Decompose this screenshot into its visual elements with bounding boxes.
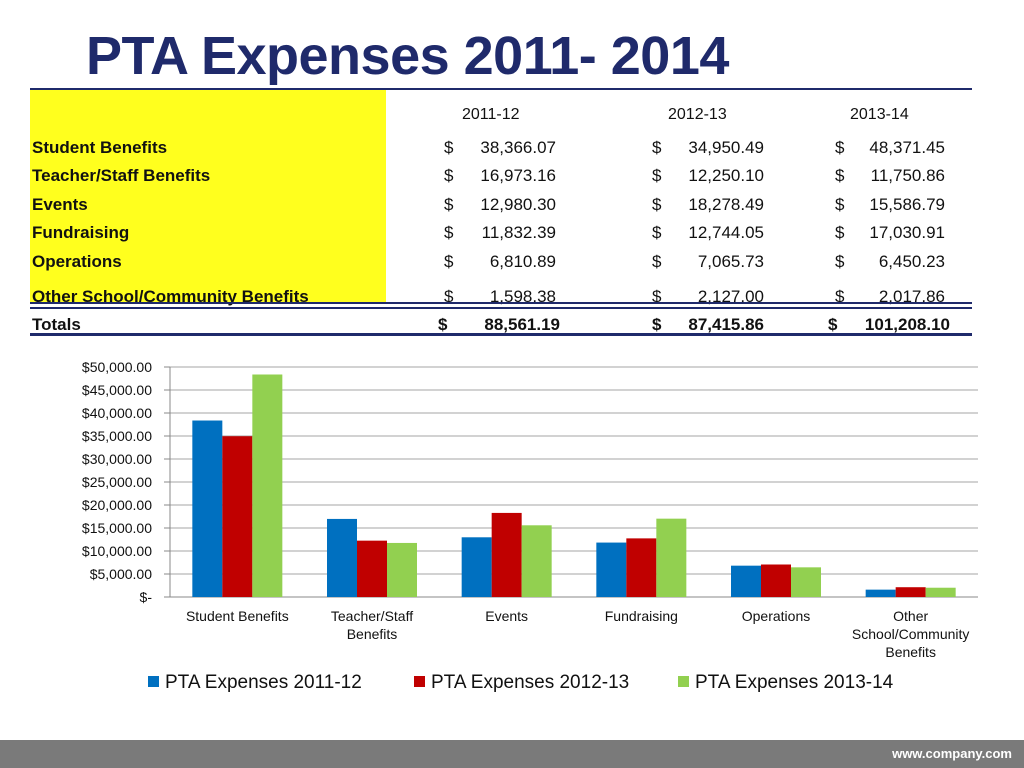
currency-sign: $ xyxy=(444,223,454,242)
y-tick-label: $10,000.00 xyxy=(82,543,152,559)
legend-item: PTA Expenses 2013-14 xyxy=(678,672,893,694)
currency-sign: $ xyxy=(835,252,845,271)
y-tick-label: $50,000.00 xyxy=(82,359,152,375)
currency-sign: $ xyxy=(652,252,662,271)
currency-sign: $ xyxy=(835,223,845,242)
y-tick-label: $5,000.00 xyxy=(90,566,152,582)
currency-sign: $ xyxy=(444,166,454,185)
bar xyxy=(327,518,357,597)
currency-sign: $ xyxy=(444,138,454,157)
table-row: Fundraising $11,832.39 $12,744.05 $17,03… xyxy=(32,223,945,242)
table-row: Operations $6,810.89 $7,065.73 $6,450.23 xyxy=(32,252,945,271)
currency-sign: $ xyxy=(652,166,662,185)
legend-item: PTA Expenses 2012-13 xyxy=(414,672,629,694)
bar xyxy=(387,542,417,597)
chart-category-labels: Student Benefits Teacher/Staff Benefits Eve… xyxy=(186,608,969,660)
category-label: Student Benefits xyxy=(186,608,289,624)
bar xyxy=(252,374,283,597)
bar xyxy=(656,518,687,597)
category-label: Teacher/Staff xyxy=(331,608,413,624)
bar xyxy=(895,587,926,597)
bar xyxy=(521,525,552,597)
y-tick-label: $- xyxy=(140,589,153,605)
currency-sign: $ xyxy=(652,315,662,334)
table-row: Events $12,980.30 $18,278.49 $15,586.79 xyxy=(32,195,945,214)
totals-row: Totals $88,561.19 $87,415.86 $101,208.10 xyxy=(32,315,950,334)
y-tick-label: $40,000.00 xyxy=(82,405,152,421)
legend-swatch xyxy=(414,676,425,687)
bar xyxy=(357,540,387,597)
category-label: Fundraising xyxy=(605,608,678,624)
category-label: Operations xyxy=(742,608,810,624)
currency-sign: $ xyxy=(835,166,845,185)
bar xyxy=(192,420,223,597)
currency-sign: $ xyxy=(835,195,845,214)
legend-swatch xyxy=(678,676,689,687)
category-label: Benefits xyxy=(885,644,936,660)
bar xyxy=(626,538,657,597)
page-title: PTA Expenses 2011- 2014 xyxy=(86,26,729,86)
row-label: Events xyxy=(32,195,88,214)
bar xyxy=(761,564,791,597)
currency-sign: $ xyxy=(444,252,454,271)
currency-sign: $ xyxy=(444,287,454,306)
row-label: Other School/Community Benefits xyxy=(32,287,309,306)
currency-sign: $ xyxy=(652,195,662,214)
bar xyxy=(491,512,522,597)
chart-legend: PTA Expenses 2011-12 PTA Expenses 2012-1… xyxy=(0,672,1024,698)
chart-tick-labels: $- $5,000.00 $10,000.00 $15,000.00 $20,000.0… xyxy=(82,359,152,605)
bar xyxy=(461,537,492,597)
totals-label: Totals xyxy=(32,315,81,334)
row-label: Operations xyxy=(32,252,122,271)
column-header-2012-13: 2012-13 xyxy=(668,106,727,123)
chart-gridlines xyxy=(164,366,978,598)
row-label: Student Benefits xyxy=(32,138,168,157)
category-label: Other xyxy=(893,608,928,624)
currency-sign: $ xyxy=(652,287,662,306)
label-column-highlight xyxy=(30,90,386,304)
title-underline xyxy=(30,88,972,90)
chart-bars xyxy=(192,374,956,597)
footer-url: www.company.com xyxy=(892,746,1012,761)
bar xyxy=(596,542,627,597)
row-label: Teacher/Staff Benefits xyxy=(32,166,211,185)
column-header-2011-12: 2011-12 xyxy=(462,106,520,123)
legend-swatch xyxy=(148,676,159,687)
category-label: School/Community xyxy=(852,626,970,642)
currency-sign: $ xyxy=(652,223,662,242)
bar xyxy=(731,565,761,597)
table-row: Other School/Community Benefits $1,598.3… xyxy=(32,287,945,306)
table-divider xyxy=(30,307,972,309)
table-bottom-rule xyxy=(30,333,972,336)
column-header-2013-14: 2013-14 xyxy=(850,106,909,123)
bar xyxy=(791,567,821,597)
currency-sign: $ xyxy=(444,195,454,214)
bar xyxy=(925,587,956,597)
y-tick-label: $30,000.00 xyxy=(82,451,152,467)
legend-item: PTA Expenses 2011-12 xyxy=(148,672,362,694)
y-tick-label: $25,000.00 xyxy=(82,474,152,490)
currency-sign: $ xyxy=(835,138,845,157)
y-tick-label: $20,000.00 xyxy=(82,497,152,513)
currency-sign: $ xyxy=(652,138,662,157)
category-label: Benefits xyxy=(347,626,398,642)
table-row: Teacher/Staff Benefits $16,973.16 $12,25… xyxy=(32,166,945,185)
y-tick-label: $35,000.00 xyxy=(82,428,152,444)
y-tick-label: $45,000.00 xyxy=(82,382,152,398)
bar xyxy=(222,436,253,597)
expenses-bar-chart: $- $5,000.00 $10,000.00 $15,000.00 $20,000.0… xyxy=(82,359,978,660)
currency-sign: $ xyxy=(828,315,838,334)
bar xyxy=(865,589,896,597)
table-row: Student Benefits $38,366.07 $34,950.49 $… xyxy=(32,138,945,157)
footer-bar: www.company.com xyxy=(0,740,1024,768)
table-divider xyxy=(30,302,972,304)
y-tick-label: $15,000.00 xyxy=(82,520,152,536)
category-label: Events xyxy=(485,608,528,624)
currency-sign: $ xyxy=(835,287,845,306)
row-label: Fundraising xyxy=(32,223,130,242)
currency-sign: $ xyxy=(438,315,448,334)
